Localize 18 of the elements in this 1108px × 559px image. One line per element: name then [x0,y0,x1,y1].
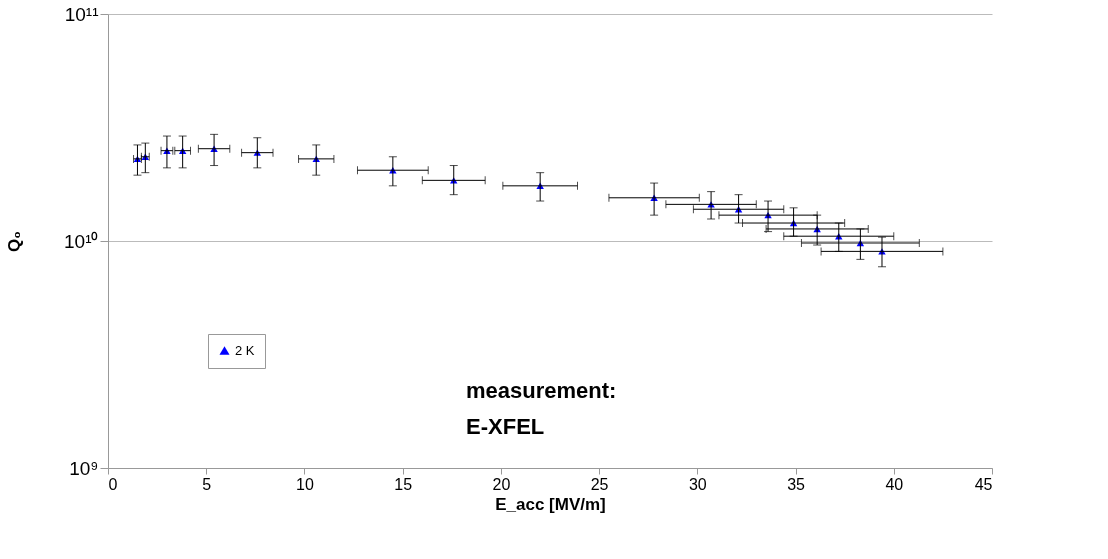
x-tick-label: 5 [202,475,212,493]
y-axis-title: Q₀ [5,231,25,252]
annotation: E-XFEL [466,413,545,439]
x-tick-label: 15 [394,475,413,493]
x-tick-label: 30 [688,475,707,493]
x-tick-label: 45 [974,475,993,493]
y-tick-label: 10⁹ [69,457,99,479]
x-tick-label: 40 [885,475,904,493]
x-tick-label: 20 [492,475,511,493]
legend-label: 2 K [235,342,255,358]
x-axis-title: E_acc [MV/m] [495,494,606,514]
x-tick-label: 10 [296,475,314,493]
x-tick-label: 25 [590,475,609,493]
y-tick-label: 10¹⁰ [64,230,99,252]
annotation: measurement: [466,377,617,403]
x-tick-label: 35 [787,475,806,493]
y-tick-label: 10¹¹ [64,3,99,25]
x-tick-label: 0 [108,475,118,493]
